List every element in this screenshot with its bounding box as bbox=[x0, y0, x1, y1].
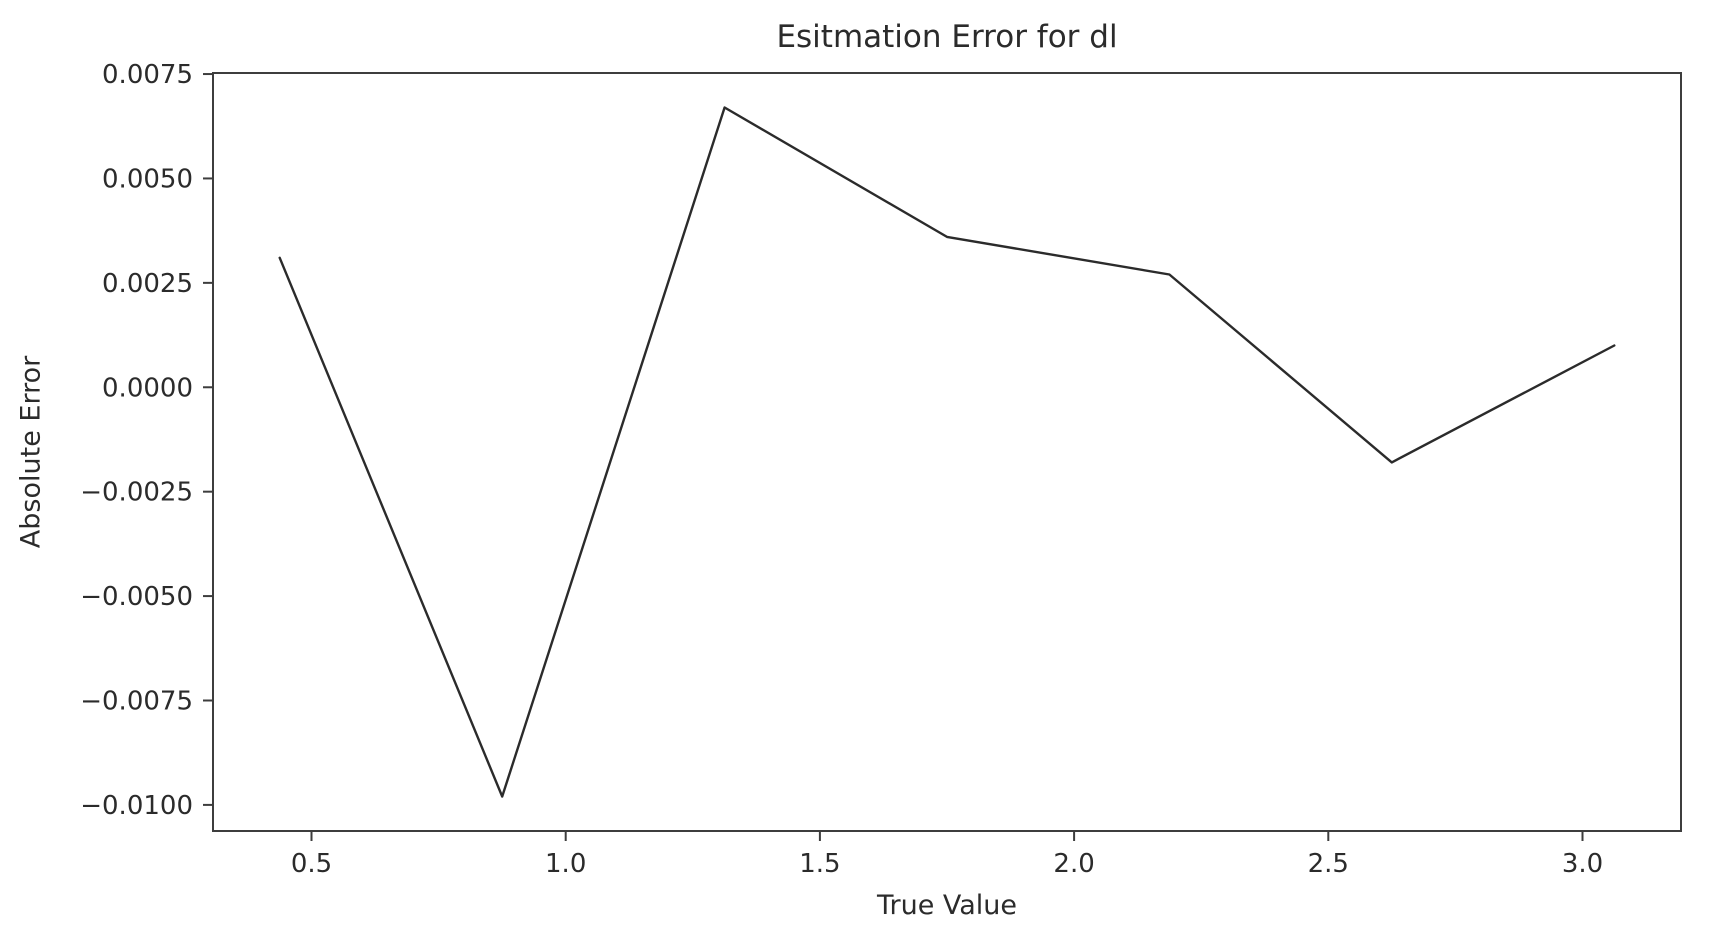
y-axis-label: Absolute Error bbox=[15, 355, 47, 549]
data-line bbox=[278, 106, 1616, 798]
y-tick-label: −0.0050 bbox=[80, 582, 193, 612]
x-tick-label: 0.5 bbox=[291, 849, 332, 879]
y-tick-label: −0.0025 bbox=[80, 478, 193, 508]
x-axis-label: True Value bbox=[876, 890, 1018, 921]
x-tick-label: 3.0 bbox=[1562, 849, 1603, 879]
y-tick-label: 0.0050 bbox=[102, 164, 193, 194]
y-tick-label: 0.0000 bbox=[102, 373, 193, 403]
y-tick-label: 0.0025 bbox=[102, 269, 193, 299]
y-tick-label: −0.0100 bbox=[80, 791, 193, 821]
chart-title: Esitmation Error for dl bbox=[776, 19, 1118, 55]
x-tick-label: 2.5 bbox=[1308, 849, 1349, 879]
y-tick-label: 0.0075 bbox=[102, 60, 193, 90]
x-tick-label: 2.0 bbox=[1053, 849, 1094, 879]
y-tick-label: −0.0075 bbox=[80, 686, 193, 716]
axes-spines bbox=[212, 72, 1682, 832]
x-tick-label: 1.0 bbox=[545, 849, 586, 879]
x-tick-label: 1.5 bbox=[799, 849, 840, 879]
